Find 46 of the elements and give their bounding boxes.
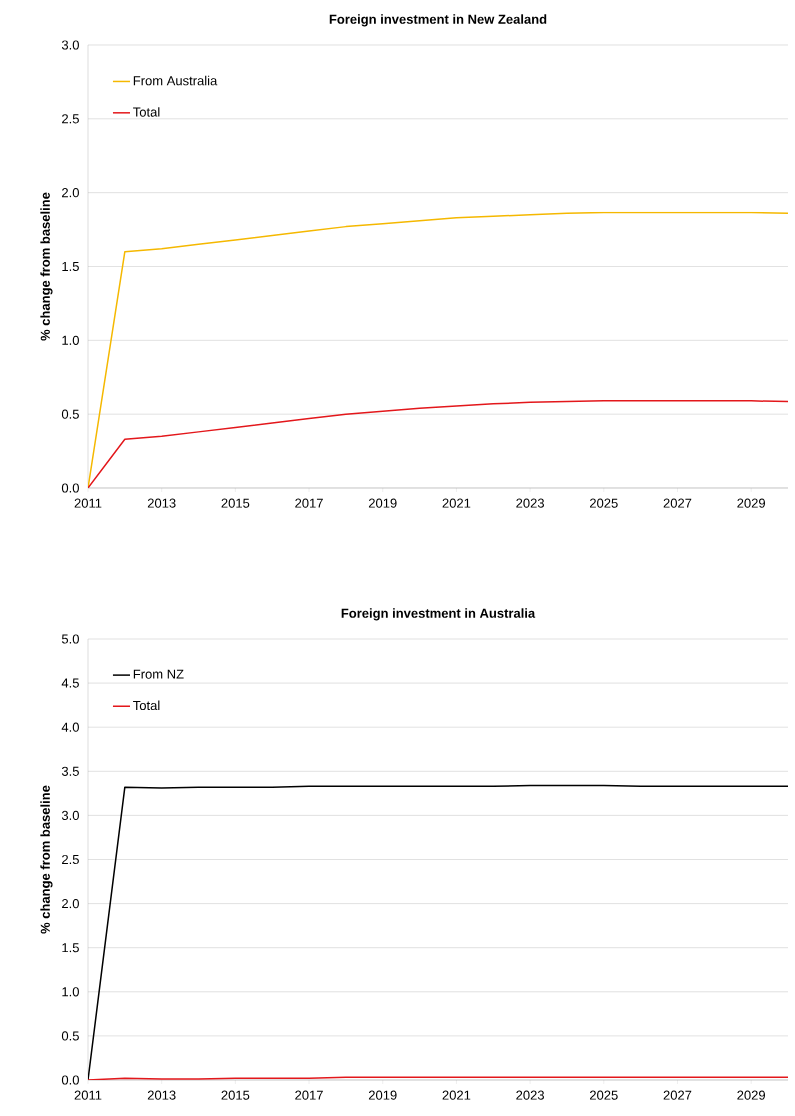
y-tick-label: 0.0 [61, 1075, 79, 1085]
y-tick-label: 0.5 [61, 1031, 79, 1041]
x-tick-label: 2011 [74, 1090, 102, 1100]
x-tick-label: 2013 [147, 1090, 176, 1100]
y-tick-label: 5.0 [61, 634, 79, 644]
x-tick-label: 2015 [221, 498, 250, 508]
x-tick-label: 2025 [589, 1090, 618, 1100]
y-tick-label: 0.5 [61, 409, 79, 419]
y-tick-label: 2.0 [62, 898, 79, 909]
y-tick-label: 4.0 [61, 722, 79, 732]
y-tick-label: 2.0 [62, 188, 79, 198]
y-tick-label: 1.0 [62, 335, 79, 345]
y-tick-label: 1.5 [62, 943, 79, 953]
y-tick-label: 1.0 [62, 987, 79, 997]
legend-label: From NZ [133, 669, 184, 679]
chart-title: Foreign investment in Australia [341, 608, 536, 621]
x-tick-label: 2019 [368, 498, 397, 508]
y-axis-title: % change from baseline [40, 785, 53, 934]
x-tick-label: 2021 [442, 1090, 471, 1100]
chart-title: Foreign investment in New Zealand [329, 14, 547, 27]
y-tick-label: 1.5 [62, 261, 79, 272]
y-tick-label: 2.5 [62, 114, 79, 124]
y-tick-label: 4.5 [61, 678, 79, 688]
x-tick-label: 2029 [737, 1090, 766, 1100]
y-tick-label: 0.0 [61, 483, 79, 493]
legend-label: From Australia [133, 75, 218, 86]
x-tick-label: 2019 [368, 1090, 397, 1100]
x-tick-label: 2027 [663, 1090, 692, 1100]
x-tick-label: 2023 [516, 1090, 544, 1100]
x-tick-label: 2021 [442, 498, 471, 508]
y-tick-label: 3.0 [61, 810, 79, 820]
x-tick-label: 2027 [663, 498, 692, 508]
x-tick-label: 2011 [74, 498, 102, 508]
x-tick-label: 2015 [221, 1090, 250, 1100]
y-axis-title: % change from baseline [40, 192, 53, 341]
x-tick-label: 2017 [295, 498, 323, 508]
x-tick-label: 2029 [737, 498, 766, 508]
x-tick-label: 2013 [147, 498, 176, 508]
legend-label: Total [133, 700, 160, 711]
legend-label: Total [133, 107, 160, 117]
x-tick-label: 2017 [295, 1090, 323, 1100]
y-tick-label: 3.0 [61, 40, 79, 50]
x-tick-label: 2025 [589, 498, 618, 508]
y-tick-label: 3.5 [61, 766, 79, 776]
x-tick-label: 2023 [516, 498, 544, 508]
y-tick-label: 2.5 [62, 854, 79, 865]
